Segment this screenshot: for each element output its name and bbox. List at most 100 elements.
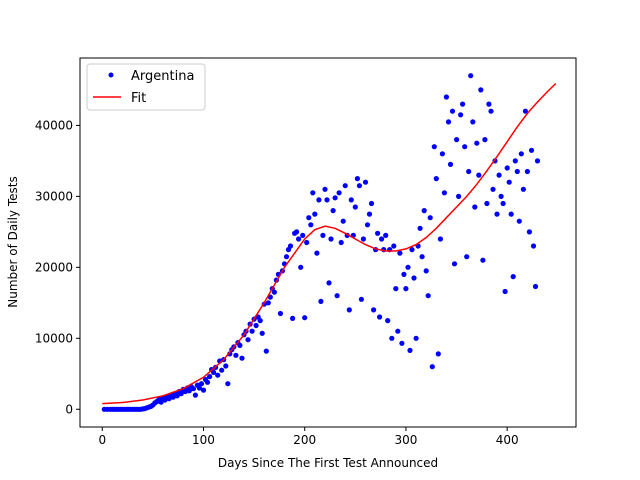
- data-point: [454, 137, 460, 143]
- data-point: [287, 243, 294, 249]
- data-point: [271, 289, 277, 295]
- legend: Argentina Fit: [86, 63, 206, 111]
- data-point: [456, 193, 462, 199]
- y-tick-label: 20000: [35, 260, 73, 274]
- data-point: [375, 230, 381, 236]
- data-point: [411, 275, 417, 281]
- data-point: [417, 225, 423, 231]
- legend-label-argentina: Argentina: [131, 69, 194, 84]
- data-point: [326, 280, 332, 286]
- y-tick-label: 10000: [35, 331, 73, 345]
- data-point: [441, 190, 447, 196]
- data-point: [362, 179, 369, 185]
- data-point: [474, 140, 480, 146]
- data-point: [302, 315, 308, 321]
- data-point: [308, 222, 314, 228]
- data-point: [263, 348, 269, 354]
- x-tick-label: 300: [394, 433, 417, 447]
- data-point: [334, 293, 340, 299]
- data-point: [427, 215, 433, 221]
- data-point: [225, 381, 231, 387]
- data-point: [336, 190, 342, 196]
- data-point: [332, 195, 338, 201]
- x-tick-label: 400: [496, 433, 519, 447]
- fit-line: [102, 82, 557, 405]
- data-point: [174, 393, 180, 399]
- data-point: [223, 363, 229, 369]
- x-tick-label: 200: [293, 433, 316, 447]
- data-point: [395, 328, 401, 334]
- data-point: [207, 374, 213, 380]
- data-point: [433, 176, 439, 182]
- data-point: [328, 236, 334, 242]
- data-point: [245, 337, 251, 343]
- data-point: [379, 236, 385, 242]
- data-point: [257, 318, 263, 324]
- data-point: [423, 268, 429, 274]
- data-point: [470, 119, 476, 125]
- data-point: [449, 108, 456, 114]
- data-point: [368, 200, 375, 207]
- data-point: [435, 351, 441, 357]
- data-point: [354, 176, 360, 182]
- data-point: [364, 222, 371, 228]
- data-point: [283, 254, 290, 260]
- data-point: [409, 247, 415, 253]
- data-point: [300, 232, 306, 238]
- data-point: [494, 211, 500, 217]
- data-point: [219, 367, 225, 373]
- data-point: [532, 283, 539, 290]
- data-point: [312, 211, 318, 217]
- data-point: [506, 179, 512, 185]
- data-point: [196, 385, 202, 391]
- data-point: [237, 342, 243, 348]
- legend-frame: [86, 63, 206, 111]
- data-point: [516, 218, 522, 224]
- data-point: [524, 168, 531, 175]
- data-point: [314, 250, 320, 256]
- x-tick-label: 100: [192, 433, 215, 447]
- data-point: [320, 232, 326, 238]
- data-point: [500, 200, 506, 207]
- data-point: [322, 186, 328, 192]
- data-point: [190, 386, 196, 392]
- data-point: [233, 352, 239, 358]
- data-point: [316, 197, 322, 203]
- data-point: [253, 322, 259, 329]
- data-point: [468, 73, 474, 79]
- data-point: [318, 298, 324, 304]
- plot-area: [101, 73, 557, 412]
- data-point: [439, 151, 445, 157]
- data-point: [296, 236, 302, 242]
- data-point: [508, 211, 514, 217]
- data-point: [482, 137, 488, 143]
- data-point: [526, 229, 533, 235]
- data-point: [383, 232, 389, 238]
- data-point: [528, 147, 535, 153]
- data-point: [200, 387, 207, 393]
- data-point: [340, 218, 346, 224]
- y-tick-label: 30000: [35, 189, 73, 203]
- data-point: [239, 355, 245, 361]
- data-point: [520, 186, 527, 192]
- data-point: [397, 250, 403, 256]
- data-point: [451, 261, 458, 267]
- data-point: [431, 144, 437, 150]
- data-point: [306, 215, 312, 221]
- x-axis-label: Days Since The First Test Announced: [218, 456, 438, 470]
- data-point: [472, 204, 478, 210]
- data-point: [330, 208, 336, 214]
- data-point: [342, 183, 348, 189]
- data-point: [425, 293, 431, 299]
- data-point: [346, 307, 352, 313]
- data-point: [259, 330, 265, 336]
- data-point: [290, 315, 296, 321]
- data-point: [304, 239, 310, 246]
- data-point: [498, 193, 504, 199]
- y-axis-label: Number of Daily Tests: [6, 176, 20, 307]
- legend-marker-argentina: [108, 72, 114, 78]
- y-tick-label: 0: [65, 402, 73, 416]
- y-axis-ticks: 0 10000 20000 30000 40000: [35, 118, 80, 416]
- data-point: [421, 208, 427, 214]
